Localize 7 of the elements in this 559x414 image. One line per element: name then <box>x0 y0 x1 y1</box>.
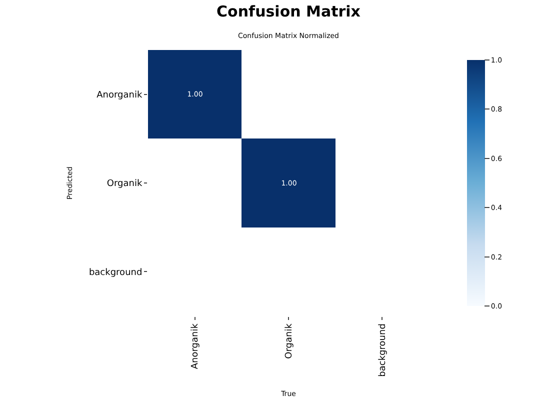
x-tick-label: Organik <box>284 322 294 359</box>
x-tick-label: Anorganik <box>190 322 201 370</box>
chart-title: Confusion Matrix <box>216 2 361 21</box>
y-tick-label: Organik <box>106 179 143 190</box>
x-tick-label: background <box>378 324 388 377</box>
y-tick-label: Anorganik <box>96 90 143 100</box>
y-tick-label: background <box>88 268 142 278</box>
